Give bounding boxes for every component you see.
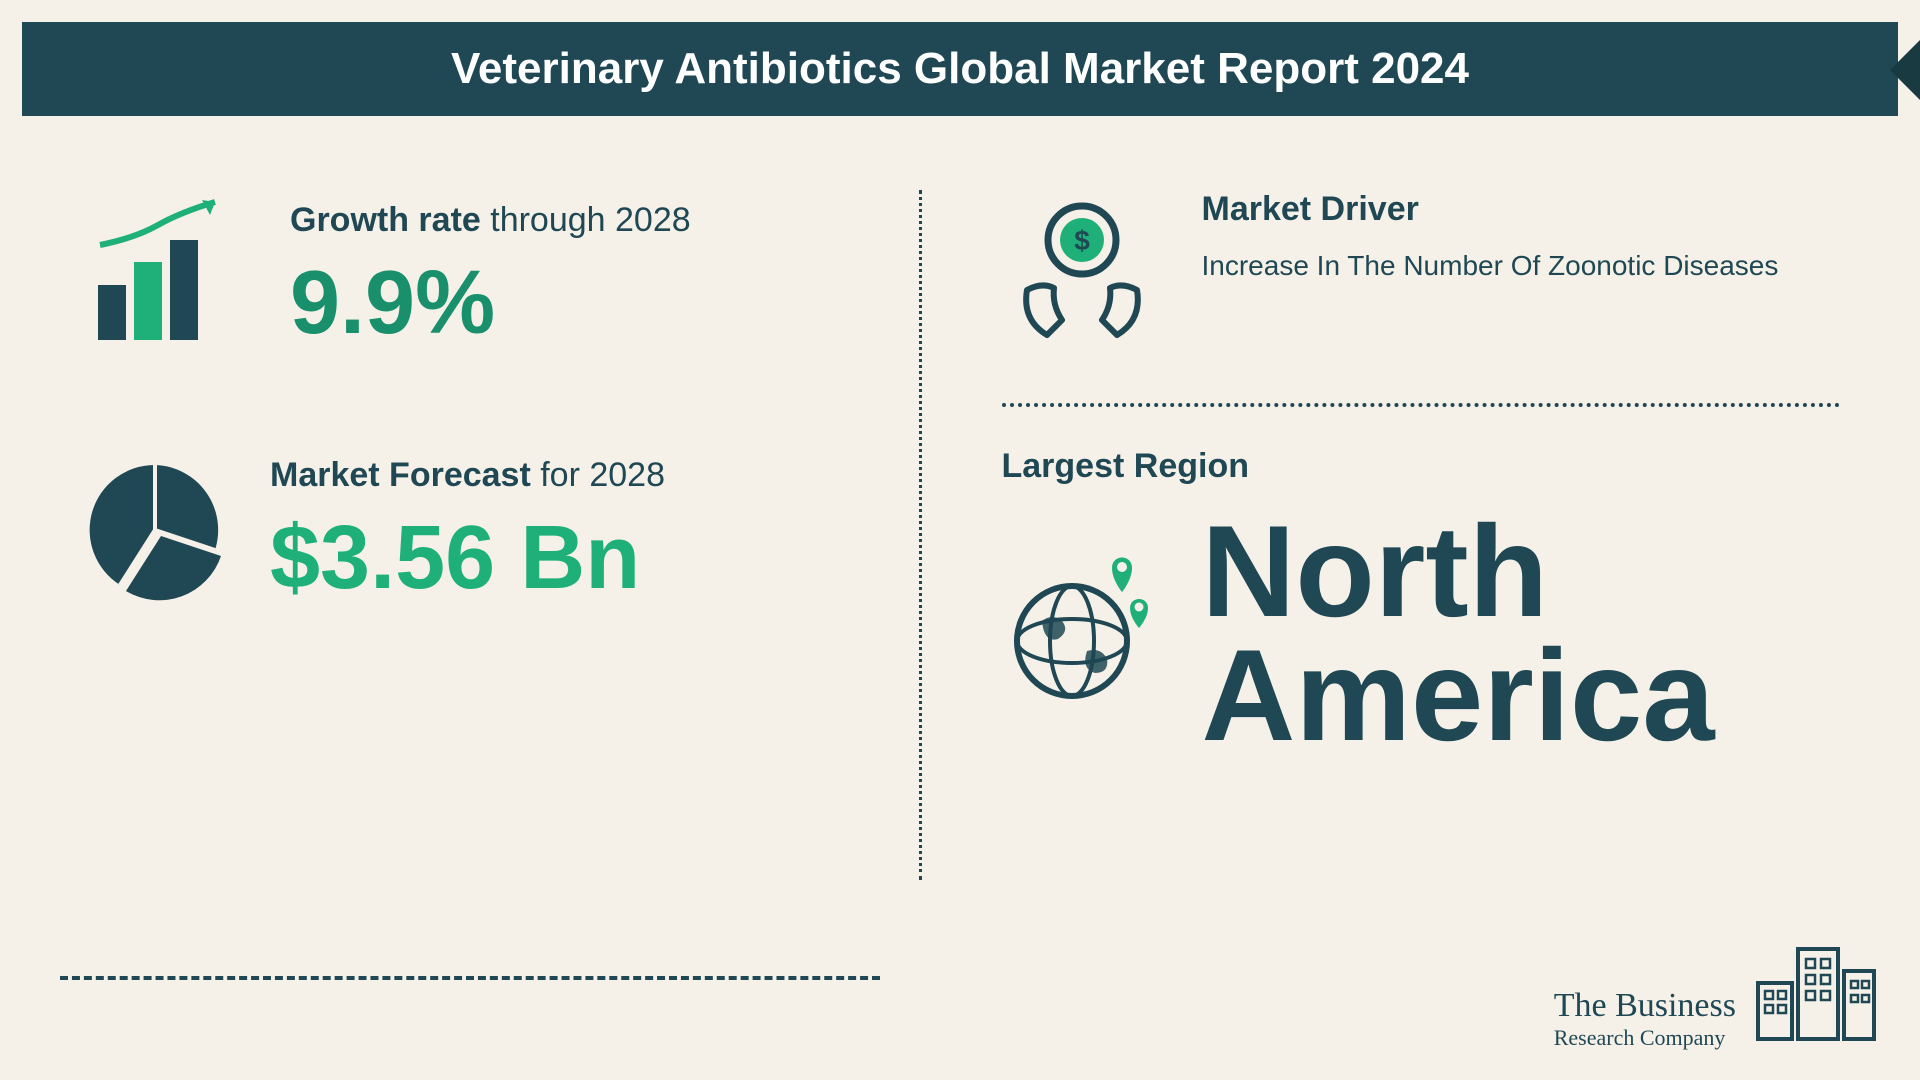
forecast-label-bold: Market Forecast <box>270 456 531 494</box>
horizontal-dotted-divider <box>1002 403 1841 407</box>
growth-chart-icon <box>80 190 250 365</box>
globe-pins-icon <box>1002 546 1162 721</box>
logo-line2: Research Company <box>1554 1025 1736 1050</box>
growth-label: Growth rate through 2028 <box>290 201 691 240</box>
driver-text: Market Driver Increase In The Number Of … <box>1202 190 1779 285</box>
growth-text: Growth rate through 2028 9.9% <box>290 201 691 355</box>
region-row: North America <box>1002 510 1841 757</box>
bottom-dashed-line <box>60 976 880 980</box>
forecast-block: Market Forecast for 2028 $3.56 Bn <box>80 455 919 610</box>
right-column: $ Market Driver Increase In The Number O… <box>922 170 1841 960</box>
content-area: Growth rate through 2028 9.9% Market For… <box>80 170 1840 960</box>
header-bar: Veterinary Antibiotics Global Market Rep… <box>22 22 1898 116</box>
logo-buildings-icon <box>1750 935 1880 1050</box>
growth-value: 9.9% <box>290 252 691 355</box>
forecast-label: Market Forecast for 2028 <box>270 456 665 495</box>
header-corner-accent <box>1890 40 1920 100</box>
svg-text:$: $ <box>1074 225 1090 256</box>
left-column: Growth rate through 2028 9.9% Market For… <box>80 170 919 960</box>
logo-line1: The Business <box>1554 986 1736 1025</box>
region-title: Largest Region <box>1002 447 1841 486</box>
forecast-label-rest: for 2028 <box>531 456 665 494</box>
page-title: Veterinary Antibiotics Global Market Rep… <box>451 44 1469 94</box>
driver-title: Market Driver <box>1202 190 1779 229</box>
company-logo: The Business Research Company <box>1554 935 1880 1050</box>
growth-label-bold: Growth rate <box>290 201 481 239</box>
growth-label-rest: through 2028 <box>481 201 691 239</box>
pie-chart-icon <box>80 455 230 610</box>
region-line2: America <box>1202 622 1715 768</box>
forecast-value: $3.56 Bn <box>270 507 665 610</box>
largest-region-block: Largest Region No <box>1002 447 1841 757</box>
growth-rate-block: Growth rate through 2028 9.9% <box>80 190 919 365</box>
hands-dollar-icon: $ <box>1002 190 1162 355</box>
region-value: North America <box>1202 510 1715 757</box>
market-driver-block: $ Market Driver Increase In The Number O… <box>1002 190 1841 355</box>
logo-text: The Business Research Company <box>1554 986 1736 1050</box>
driver-description: Increase In The Number Of Zoonotic Disea… <box>1202 247 1779 285</box>
forecast-text: Market Forecast for 2028 $3.56 Bn <box>270 456 665 610</box>
